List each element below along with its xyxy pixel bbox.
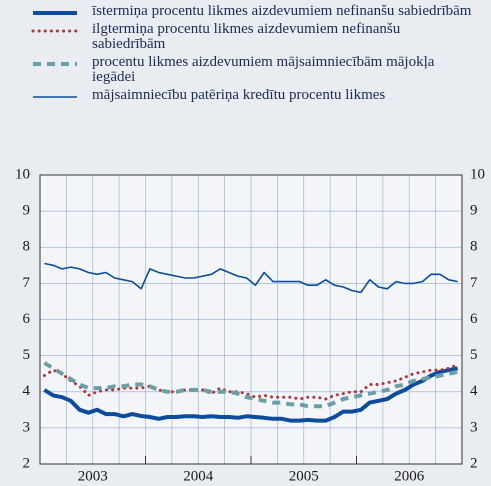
y-tick-label-right: 8 [470,239,478,255]
y-tick-label-right: 2 [470,455,478,471]
x-tick-label: 2006 [394,468,425,484]
y-tick-label: 4 [23,383,31,399]
legend-label: mājsaimniecību patēriņa kredītu procentu… [92,87,386,103]
series-line [43,366,459,423]
series-line [44,262,458,294]
series-line [43,361,459,409]
legend-label: ilgtermiņa procentu likmes aizdevumiem n… [92,21,401,52]
legend-item: procentu likmes aizdevumiem mājsaimniecī… [0,55,472,85]
y-tick-label-right: 5 [470,347,478,363]
legend-item: ilgtermiņa procentu likmes aizdevumiem n… [0,22,472,52]
y-tick-label: 7 [23,275,31,291]
y-tick-label: 3 [23,419,31,435]
legend-swatch [31,29,79,33]
series-line [42,363,460,401]
y-tick-label-right: 4 [470,383,478,399]
x-tick-label: 2005 [289,468,319,484]
legend-label: procentu likmes aizdevumiem mājsaimniecī… [92,54,435,85]
y-tick-label: 9 [23,203,31,219]
legend-swatch [33,96,77,98]
legend: īstermiņa procentu likmes aizdevumiem ne… [0,4,491,106]
x-tick-label: 2004 [183,468,214,484]
y-tick-label: 10 [15,166,30,182]
y-tick-label: 8 [23,239,31,255]
y-tick-label-right: 6 [470,311,478,327]
legend-item: mājsaimniecību patēriņa kredītu procentu… [0,88,472,103]
y-tick-label-right: 7 [470,275,478,291]
x-tick-label: 2003 [78,468,108,484]
legend-label: īstermiņa procentu likmes aizdevumiem ne… [92,3,472,19]
legend-swatch [33,62,77,66]
y-tick-label: 5 [23,347,31,363]
legend-swatch [33,11,77,15]
y-tick-label-right: 3 [470,419,478,435]
y-tick-label: 2 [23,455,31,471]
y-tick-label: 6 [23,311,31,327]
y-tick-label-right: 10 [470,166,485,182]
legend-item: īstermiņa procentu likmes aizdevumiem ne… [0,4,472,19]
y-tick-label-right: 9 [470,203,478,219]
